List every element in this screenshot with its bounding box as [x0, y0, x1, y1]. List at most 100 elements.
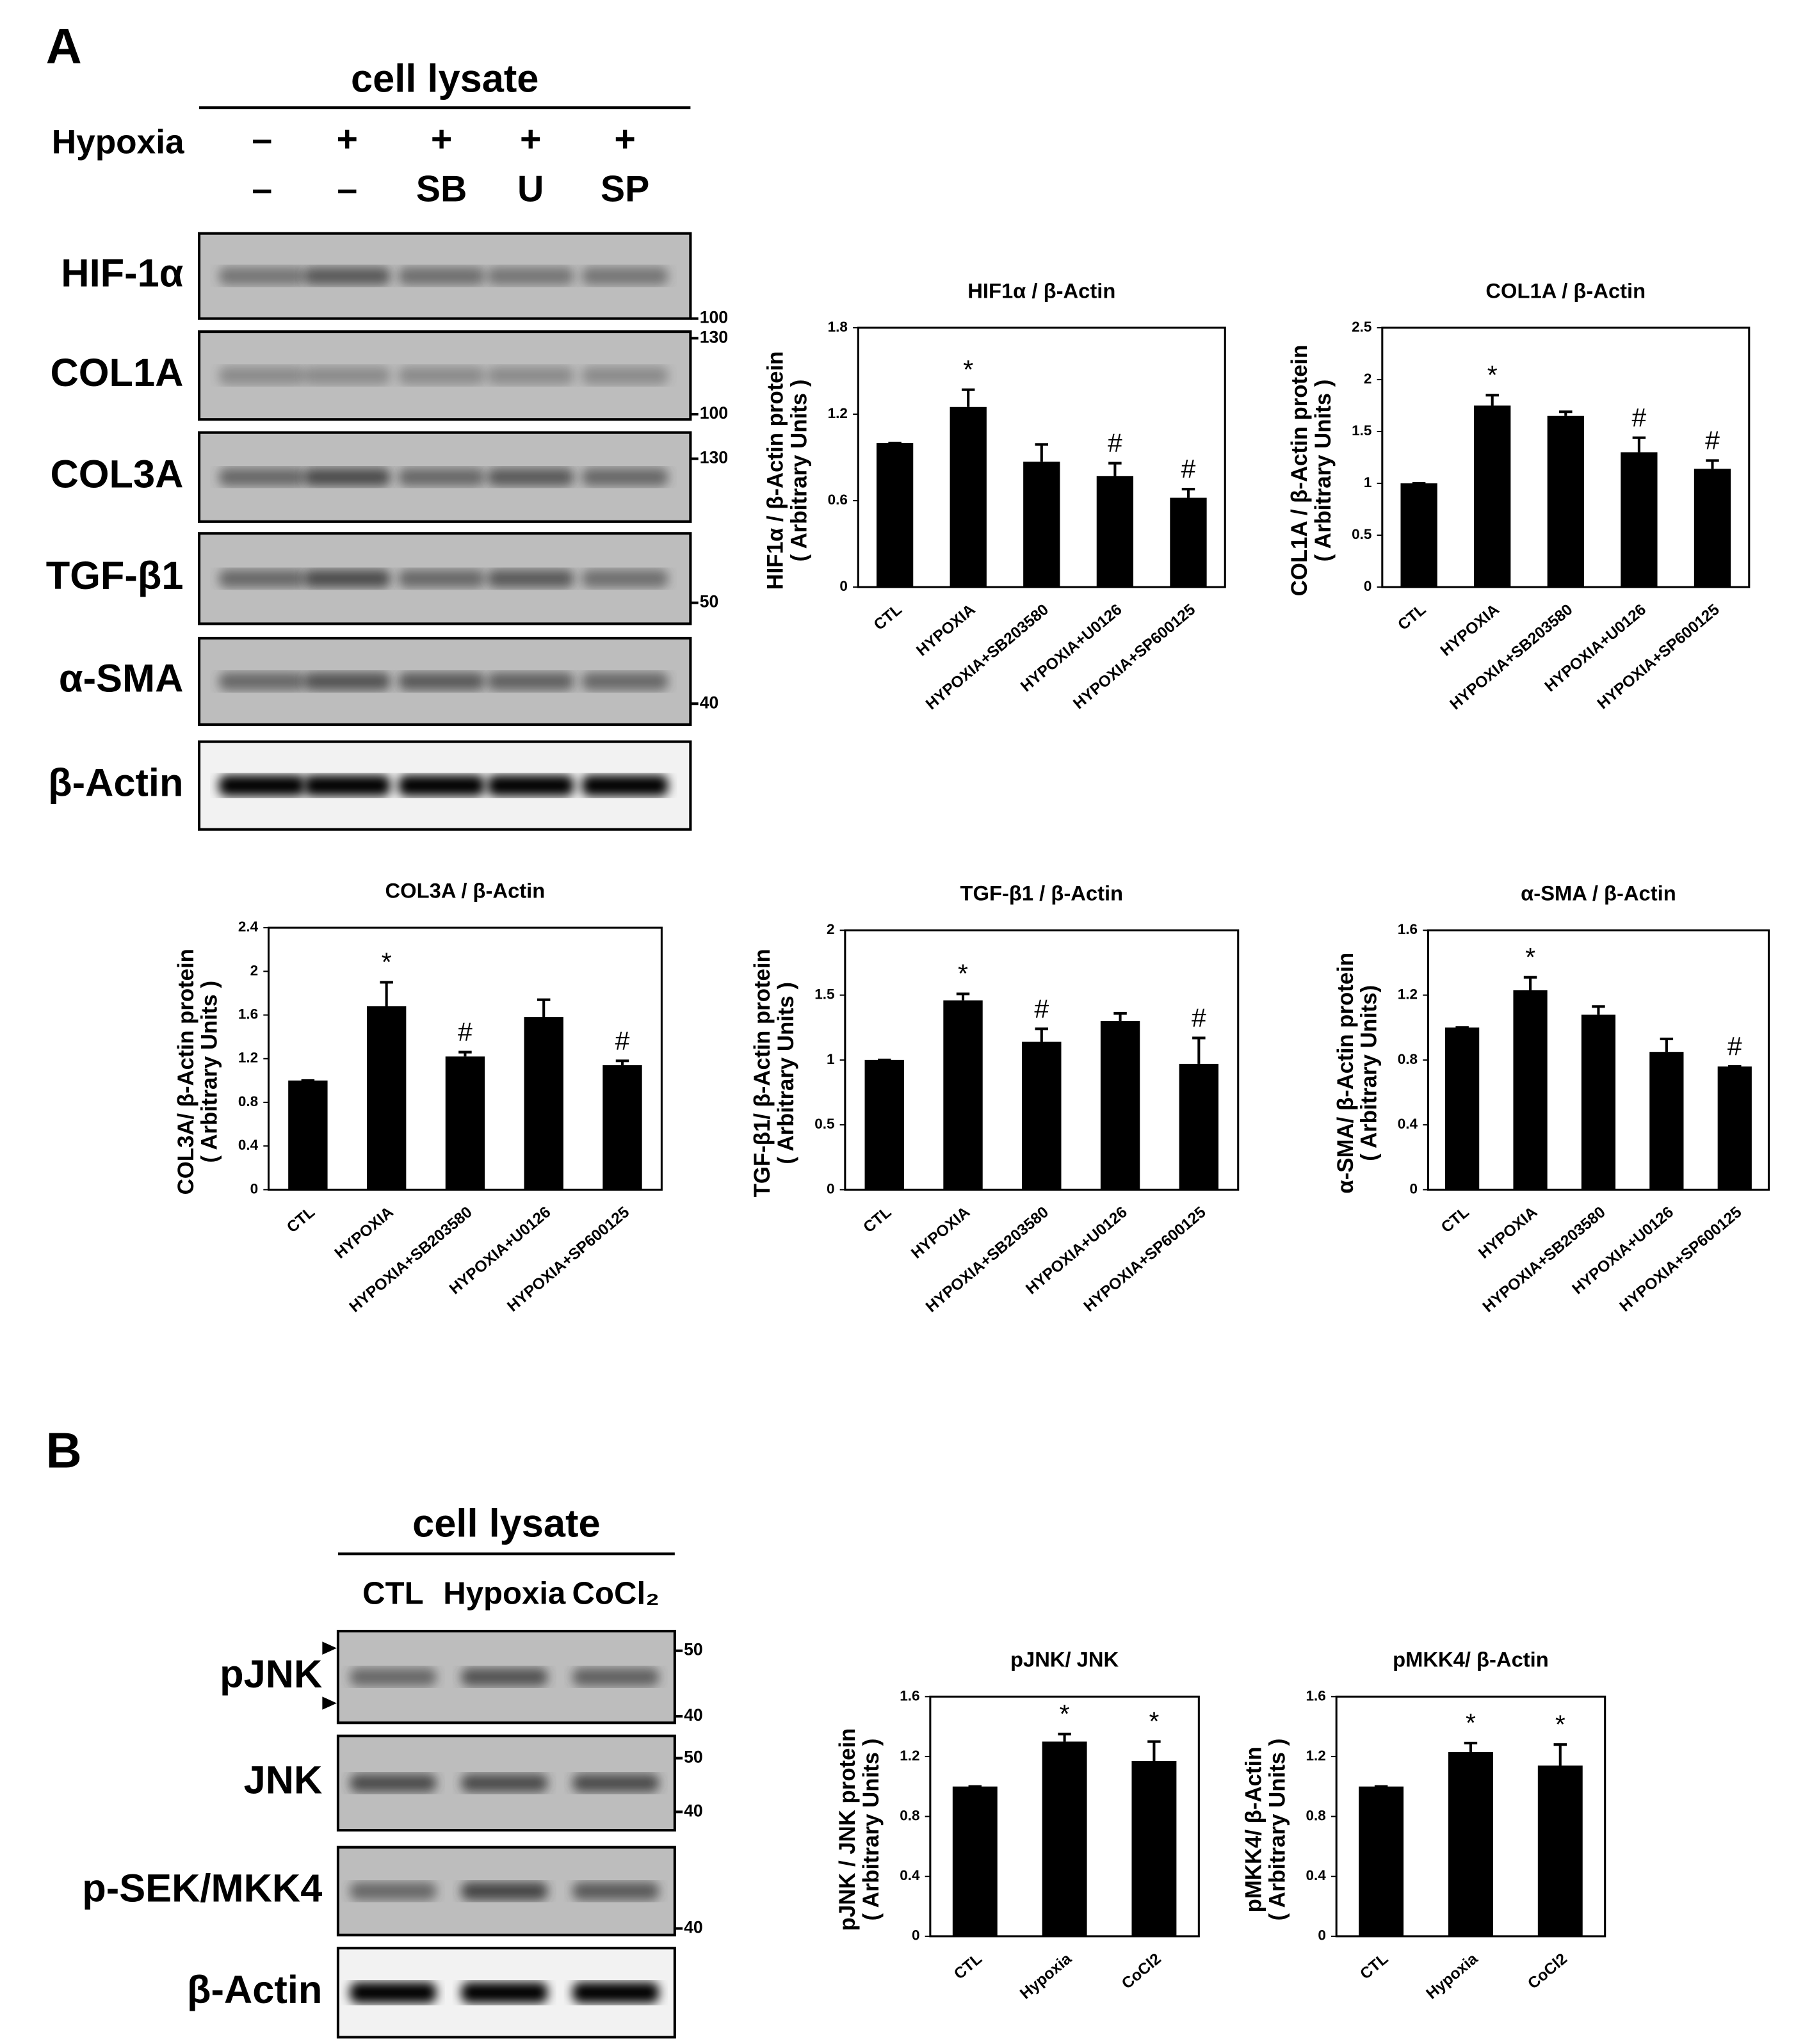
marker-label: 50	[684, 1748, 703, 1767]
x-tick-label: HYPOXIA	[332, 1203, 397, 1262]
blot-band	[487, 467, 574, 487]
y-tick-label: 1.8	[828, 319, 848, 335]
bar	[943, 1000, 983, 1190]
blot-band	[461, 1881, 548, 1901]
bar	[1400, 483, 1437, 588]
significance-mark: *	[382, 947, 392, 977]
significance-mark: #	[1192, 1003, 1206, 1033]
bar	[950, 406, 987, 588]
blot-band	[303, 266, 391, 286]
bar	[1022, 1042, 1062, 1190]
bar	[1547, 415, 1584, 588]
y-tick-label: 1.2	[828, 405, 848, 421]
y-axis-label: TGF-β1/ β-Actin protein	[750, 949, 775, 1197]
blot-band	[398, 775, 485, 796]
y-tick-label: 0.8	[1306, 1808, 1326, 1824]
x-tick-label: HYPOXIA+SB203580	[1447, 601, 1576, 713]
blot-band	[572, 1668, 659, 1686]
bar	[864, 1059, 904, 1190]
y-tick-label: 2.5	[1352, 319, 1371, 335]
bar	[952, 1786, 998, 1936]
y-tick-label: 1.6	[900, 1687, 919, 1703]
chart-title: COL1A / β-Actin	[1485, 278, 1646, 302]
blot-band	[581, 366, 668, 385]
blot-row-label: HIF-1α	[61, 251, 183, 295]
blot-band	[572, 1774, 659, 1792]
bar	[1717, 1066, 1752, 1190]
blot-band	[461, 1774, 548, 1792]
blot-band	[572, 1982, 659, 2004]
chart-title: COL3A / β-Actin	[385, 879, 546, 903]
blot-row-label: TGF-β1	[46, 554, 184, 598]
y-tick-label: 1.2	[238, 1050, 258, 1066]
marker-label: 40	[684, 1801, 703, 1820]
y-tick-label: 0.8	[238, 1093, 258, 1109]
y-tick-label: 0	[1318, 1927, 1326, 1943]
blot-band	[461, 1982, 548, 2004]
y-axis-label: ( Arbitrary Units )	[774, 982, 798, 1164]
blot-row-label: β-Actin	[187, 1968, 322, 2012]
bar	[1537, 1765, 1583, 1936]
y-tick-label: 0	[912, 1927, 920, 1943]
y-tick-label: 0.5	[814, 1116, 834, 1132]
x-tick-label: HYPOXIA	[1437, 601, 1503, 660]
y-axis-label: ( Arbitrary Units )	[198, 981, 222, 1163]
band-arrow	[322, 1641, 337, 1655]
x-tick-label: CTL	[951, 1950, 985, 1983]
blot-band	[398, 266, 485, 286]
blot-row-label: β-Actin	[48, 760, 183, 805]
y-tick-label: 0.4	[1398, 1116, 1418, 1132]
significance-mark: #	[615, 1026, 630, 1055]
y-tick-label: 0.5	[1352, 526, 1371, 542]
blot-band	[398, 672, 485, 691]
y-axis-label: ( Arbitrary Units )	[1265, 1739, 1290, 1921]
bar	[603, 1065, 642, 1190]
y-tick-label: 0	[827, 1180, 835, 1196]
inhibitor-label: SP	[601, 168, 649, 209]
blot-band	[350, 1774, 437, 1792]
y-tick-label: 1.2	[900, 1748, 919, 1764]
y-tick-label: 1.2	[1306, 1748, 1326, 1764]
y-tick-label: 1.6	[238, 1006, 258, 1022]
blot-band	[487, 569, 574, 588]
y-tick-label: 0.6	[828, 492, 848, 508]
y-tick-label: 2	[250, 962, 259, 978]
inhibitor-label: U	[517, 168, 544, 209]
marker-label: 100	[700, 308, 728, 327]
x-tick-label: HYPOXIA+SP600125	[1070, 601, 1199, 713]
blot-band	[350, 1881, 437, 1901]
blot-band	[218, 775, 305, 796]
blot-band	[303, 775, 391, 796]
blot-band	[218, 266, 305, 286]
chart-title: pJNK/ JNK	[1010, 1648, 1119, 1671]
marker-label: 130	[700, 448, 728, 467]
y-axis-label: COL3A/ β-Actin protein	[174, 949, 198, 1195]
blot-row-label: JNK	[244, 1758, 323, 1803]
chart-title: pMKK4/ β-Actin	[1393, 1648, 1549, 1671]
x-tick-label: HYPOXIA+SB203580	[1480, 1203, 1609, 1316]
x-tick-label: HYPOXIA	[1475, 1203, 1541, 1262]
x-tick-label: HYPOXIA	[913, 601, 978, 660]
y-tick-label: 1.5	[1352, 422, 1371, 439]
significance-mark: #	[1632, 403, 1647, 432]
bar	[524, 1017, 563, 1190]
y-axis-label: ( Arbitrary Units )	[787, 380, 811, 562]
treatment-sign: +	[337, 119, 358, 160]
lane-label: CTL	[362, 1577, 423, 1611]
bar	[1581, 1014, 1616, 1190]
significance-mark: *	[1555, 1709, 1565, 1739]
y-tick-label: 1	[827, 1051, 835, 1067]
bar	[288, 1080, 328, 1190]
significance-mark: #	[1181, 454, 1196, 483]
blot-band	[461, 1668, 548, 1686]
blot-band	[487, 366, 574, 385]
x-tick-label: CTL	[284, 1203, 318, 1236]
bar	[1694, 469, 1731, 588]
bar	[1042, 1741, 1087, 1936]
y-tick-label: 1.6	[1398, 921, 1418, 937]
y-tick-label: 0	[839, 578, 848, 594]
bar	[1131, 1760, 1177, 1936]
blot-band	[350, 1668, 437, 1686]
blot-band	[218, 366, 305, 385]
